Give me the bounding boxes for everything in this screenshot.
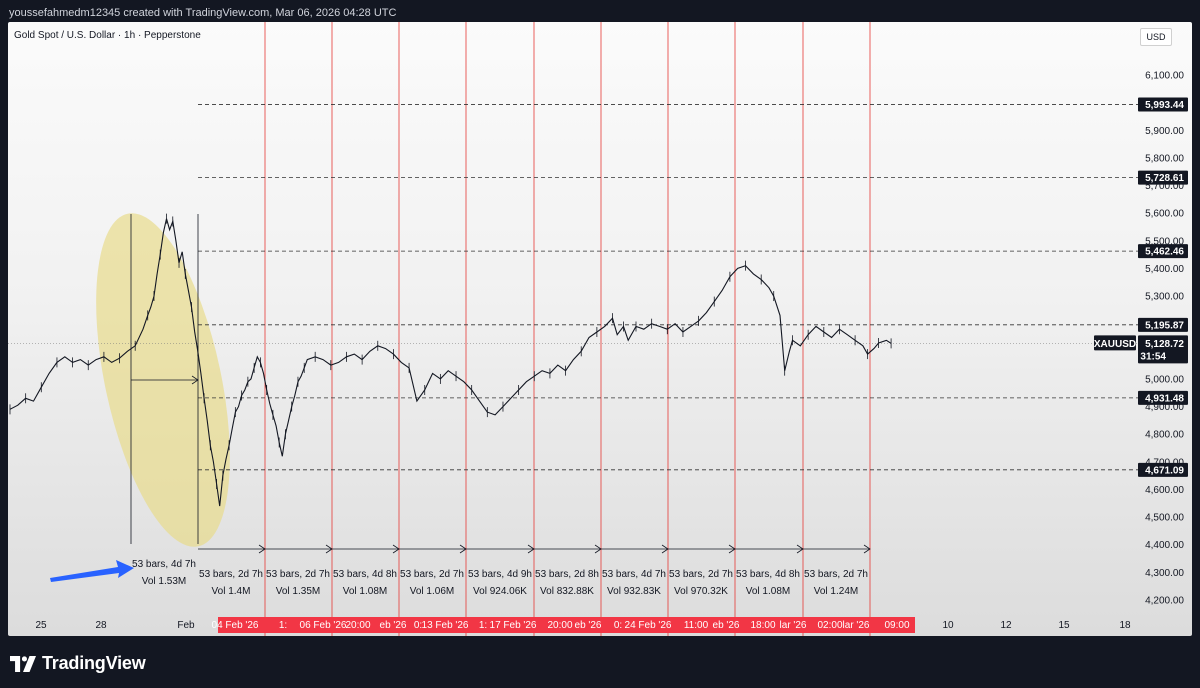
measure-label-bars: 53 bars, 4d 7h xyxy=(132,559,196,570)
tradingview-logo-icon xyxy=(10,655,36,672)
y-axis-tick-label: 5,900.00 xyxy=(1145,126,1184,137)
y-axis-tick-label: 6,100.00 xyxy=(1145,71,1184,82)
measure-arrowhead xyxy=(191,375,199,385)
x-axis-highlight-label: eb '26 xyxy=(575,620,602,631)
measure-label-vol: Vol 1.24M xyxy=(814,586,858,597)
x-axis-highlight-label: 24 Feb '26 xyxy=(625,620,672,631)
x-axis-tick-label: Feb xyxy=(177,620,195,631)
y-axis-tick-label: 5,700.00 xyxy=(1145,181,1184,192)
measure-label-bars: 53 bars, 2d 7h xyxy=(669,569,733,580)
measure-range-arrowhead xyxy=(863,544,871,554)
x-axis-highlight-label: 0: xyxy=(414,620,422,631)
measure-label-bars: 53 bars, 2d 7h xyxy=(400,569,464,580)
measure-label-vol: Vol 1.06M xyxy=(410,586,454,597)
tradingview-logo[interactable]: TradingView xyxy=(10,653,146,674)
measure-label-bars: 53 bars, 4d 8h xyxy=(736,569,800,580)
measure-label-bars: 53 bars, 4d 9h xyxy=(468,569,532,580)
level-price-tag[interactable] xyxy=(1138,97,1188,112)
date-range-highlight[interactable] xyxy=(218,617,915,633)
footer: TradingView xyxy=(0,636,1200,688)
measure-label-vol: Vol 832.88K xyxy=(540,586,594,597)
level-price-tag[interactable] xyxy=(1138,462,1188,477)
measure-label-bars: 53 bars, 2d 8h xyxy=(535,569,599,580)
y-axis-tick-label: 5,800.00 xyxy=(1145,153,1184,164)
chart-panel[interactable]: 53 bars, 4d 7h Vol 1.53M 53 bars, 2d 7h Vol… xyxy=(8,22,1192,636)
y-axis-tick-label: 4,300.00 xyxy=(1145,568,1184,579)
x-axis-highlight-label: 18:00 xyxy=(750,620,775,631)
x-axis-highlight-label: eb '26 xyxy=(380,620,407,631)
y-axis-tick-label: 5,300.00 xyxy=(1145,292,1184,303)
currency-button[interactable]: USD xyxy=(1140,28,1172,46)
symbol-tag[interactable] xyxy=(1094,335,1136,351)
level-price-label: 5,728.61 xyxy=(1145,173,1184,184)
y-axis-tick-label: 4,200.00 xyxy=(1145,596,1184,607)
level-price-tag[interactable] xyxy=(1138,317,1188,332)
x-axis-tick-label: 10 xyxy=(942,620,954,631)
level-price-tag[interactable] xyxy=(1138,390,1188,405)
measure-label-bars: 53 bars, 2d 7h xyxy=(266,569,330,580)
x-axis-highlight-label: 04 Feb '26 xyxy=(212,620,259,631)
x-axis-highlight-label: 1: xyxy=(479,620,487,631)
level-price-label: 4,671.09 xyxy=(1145,465,1184,476)
measure-label-vol: Vol 1.35M xyxy=(276,586,320,597)
y-axis-tick-label: 4,600.00 xyxy=(1145,485,1184,496)
y-axis-tick-label: 5,500.00 xyxy=(1145,236,1184,247)
x-axis-tick-label: 25 xyxy=(35,620,47,631)
measure-label-vol: Vol 932.83K xyxy=(607,586,661,597)
watermark-header: youssefahmedm12345 created with TradingV… xyxy=(9,7,397,19)
measure-label-bars: 53 bars, 4d 7h xyxy=(602,569,666,580)
x-axis-highlight-label: 11:00 xyxy=(684,620,709,631)
x-axis-highlight-label: 20:00 xyxy=(547,620,572,631)
measure-label-vol: Vol 1.08M xyxy=(746,586,790,597)
level-price-tag[interactable] xyxy=(1138,170,1188,185)
measure-label-vol: Vol 924.06K xyxy=(473,586,527,597)
x-axis-highlight-label: lar '26 xyxy=(780,620,807,631)
x-axis-highlight-label: 02:00 xyxy=(817,620,842,631)
symbol-title[interactable]: Gold Spot / U.S. Dollar · 1h · Peppersto… xyxy=(14,30,201,41)
last-price-label: 5,128.72 xyxy=(1145,339,1184,350)
measure-label-bars: 53 bars, 4d 8h xyxy=(333,569,397,580)
y-axis-tick-label: 4,400.00 xyxy=(1145,540,1184,551)
y-axis-tick-label: 5,000.00 xyxy=(1145,374,1184,385)
y-axis-tick-label: 5,400.00 xyxy=(1145,264,1184,275)
x-axis-highlight-label: lar '26 xyxy=(843,620,870,631)
level-price-label: 5,993.44 xyxy=(1145,100,1184,111)
y-axis-tick-label: 4,500.00 xyxy=(1145,513,1184,524)
level-price-tag[interactable] xyxy=(1138,244,1188,259)
level-price-label: 5,195.87 xyxy=(1145,320,1184,331)
measure-label-bars: 53 bars, 2d 7h xyxy=(199,569,263,580)
measure-label-vol: Vol 1.4M xyxy=(212,586,251,597)
level-price-label: 4,931.48 xyxy=(1145,393,1184,404)
x-axis-highlight-label: 17 Feb '26 xyxy=(490,620,537,631)
x-axis-tick-label: 18 xyxy=(1119,620,1131,631)
x-axis-highlight-label: 09:00 xyxy=(884,620,909,631)
price-chart[interactable]: 53 bars, 4d 7h Vol 1.53M 53 bars, 2d 7h Vol… xyxy=(8,22,1192,636)
measure-label-bars: 53 bars, 2d 7h xyxy=(804,569,868,580)
x-axis-tick-label: 15 xyxy=(1058,620,1070,631)
x-axis-tick-label: 12 xyxy=(1000,620,1012,631)
pointer-arrow[interactable] xyxy=(50,560,134,582)
x-axis-highlight-label: 0: xyxy=(614,620,622,631)
countdown-label: 31:54 xyxy=(1140,351,1166,362)
x-axis-highlight-label: 13 Feb '26 xyxy=(422,620,469,631)
x-axis-highlight-label: 1: xyxy=(279,620,287,631)
y-axis-tick-label: 4,900.00 xyxy=(1145,402,1184,413)
measure-label-vol: Vol 970.32K xyxy=(674,586,728,597)
x-axis-tick-label: 28 xyxy=(95,620,107,631)
level-price-label: 5,462.46 xyxy=(1145,247,1184,258)
last-price-tag[interactable] xyxy=(1138,335,1188,364)
x-axis-highlight-label: 06 Feb '26 xyxy=(300,620,347,631)
symbol-tag-label: XAUUSD xyxy=(1094,339,1136,350)
y-axis-tick-label: 5,600.00 xyxy=(1145,209,1184,220)
x-axis-highlight-label: 20:00 xyxy=(345,620,370,631)
y-axis-tick-label: 4,800.00 xyxy=(1145,430,1184,441)
measure-label-vol: Vol 1.08M xyxy=(343,586,387,597)
tradingview-wordmark: TradingView xyxy=(42,653,146,673)
measure-label-vol: Vol 1.53M xyxy=(142,576,186,587)
x-axis-highlight-label: eb '26 xyxy=(713,620,740,631)
